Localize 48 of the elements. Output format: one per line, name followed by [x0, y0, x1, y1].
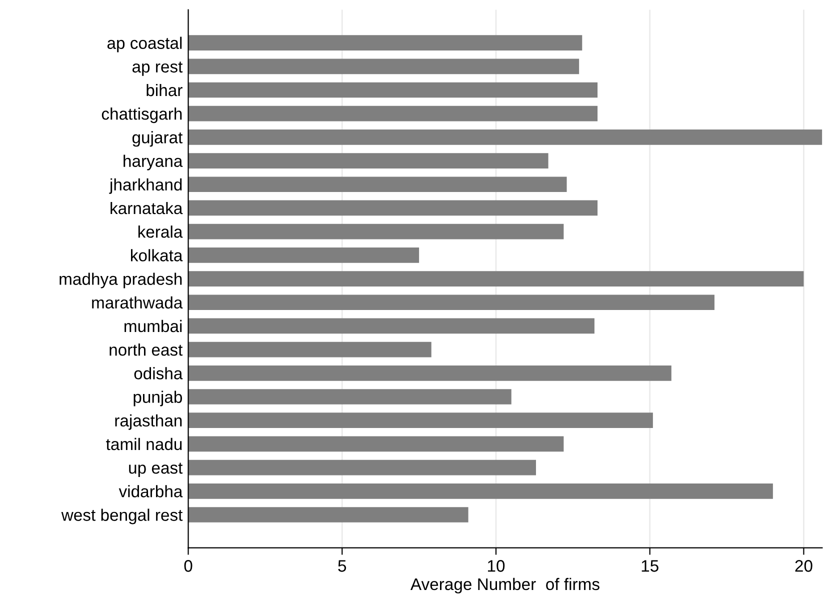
- bar: [188, 365, 672, 381]
- y-tick-label: ap coastal: [107, 36, 182, 52]
- y-tick-label: mumbai: [124, 320, 182, 332]
- bar: [188, 436, 564, 452]
- y-tick-label: punjab: [134, 390, 182, 406]
- x-axis-title: Average Number of firms: [410, 578, 600, 594]
- y-tick-label: odisha: [134, 367, 183, 380]
- y-tick-label: west bengal rest: [61, 508, 183, 524]
- bar: [188, 200, 598, 216]
- y-tick-label: north east: [110, 344, 183, 356]
- x-tick-label: 20: [795, 560, 812, 572]
- y-tick-label: kerala: [138, 226, 183, 238]
- x-tick-label: 0: [184, 560, 192, 572]
- y-tick-label: jharkhand: [109, 178, 182, 194]
- bar: [188, 35, 582, 50]
- y-tick-label: haryana: [124, 154, 183, 170]
- y-tick-label: ap rest: [132, 62, 183, 76]
- bar: [188, 412, 653, 428]
- y-tick-label: tamil nadu: [106, 438, 182, 450]
- bar: [188, 507, 468, 522]
- y-tick-label: vidarbha: [118, 485, 183, 498]
- y-tick-label: bihar: [146, 84, 182, 96]
- bar: [188, 130, 822, 145]
- bar: [188, 176, 567, 192]
- bar: [188, 318, 594, 334]
- bar: [188, 224, 564, 240]
- y-tick-label: up east: [129, 462, 183, 478]
- bar: [188, 106, 598, 122]
- bar: [188, 271, 804, 286]
- y-tick-label: chattisgarh: [102, 108, 182, 124]
- y-tick-label: kolkata: [131, 249, 183, 262]
- x-tick-label: 15: [642, 560, 658, 572]
- y-tick-label: madhya pradesh: [60, 272, 182, 288]
- bar: [188, 342, 432, 358]
- bar: [188, 248, 420, 263]
- x-tick-label: 5: [338, 560, 346, 572]
- y-tick-label: marathwada: [92, 296, 183, 309]
- y-tick-label: karnataka: [110, 202, 183, 214]
- x-tick-label: 10: [488, 560, 505, 572]
- bar: [188, 483, 773, 499]
- y-tick-label: rajasthan: [115, 414, 182, 430]
- bar: [188, 460, 536, 476]
- y-tick-label: gujarat: [132, 131, 183, 147]
- bar: [188, 58, 580, 74]
- bar: [188, 294, 714, 310]
- bar: [188, 153, 548, 168]
- bar: [188, 82, 598, 98]
- bar: [188, 389, 512, 404]
